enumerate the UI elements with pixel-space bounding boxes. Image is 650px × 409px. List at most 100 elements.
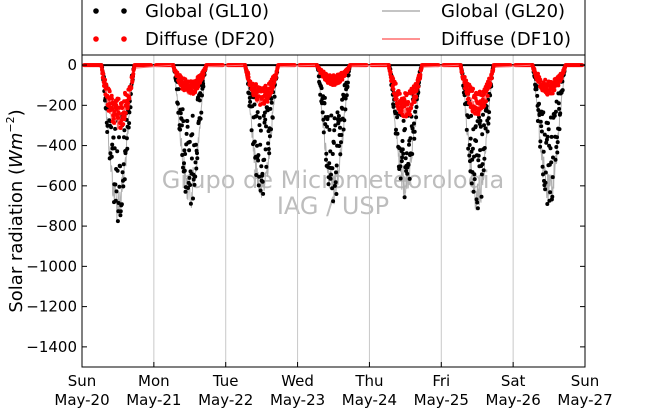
point-global-gl10	[538, 144, 543, 149]
point-global-gl10	[338, 125, 342, 130]
point-global-gl10	[328, 149, 333, 154]
x-tick-label-day: Sun	[68, 372, 97, 390]
point-global-gl10	[549, 160, 554, 165]
point-global-gl10	[470, 157, 475, 162]
point-global-gl10	[336, 114, 341, 118]
point-global-gl10	[121, 162, 126, 167]
point-global-gl10	[113, 198, 118, 203]
point-diffuse-df20	[460, 70, 465, 75]
point-global-gl10	[105, 130, 110, 134]
point-global-gl10	[178, 127, 183, 132]
point-global-gl10	[535, 93, 540, 98]
legend-marker	[121, 8, 127, 14]
point-diffuse-df20	[388, 70, 393, 75]
point-global-gl10	[338, 152, 343, 157]
point-global-gl10	[553, 109, 558, 114]
point-global-gl10	[342, 118, 347, 123]
point-global-gl10	[486, 116, 491, 121]
point-global-gl10	[119, 202, 124, 207]
point-global-gl10	[414, 115, 419, 120]
point-global-gl10	[339, 133, 344, 137]
y-axis-label-unit-close: )	[6, 109, 27, 116]
point-global-gl10	[407, 176, 412, 181]
point-diffuse-df20	[126, 101, 131, 106]
point-diffuse-df20	[125, 104, 130, 109]
point-diffuse-df20	[394, 96, 399, 101]
point-global-gl10	[104, 120, 109, 125]
point-global-gl10	[113, 182, 118, 187]
point-global-gl10	[127, 121, 132, 126]
point-global-gl10	[557, 106, 562, 111]
point-global-gl10	[260, 179, 265, 184]
point-diffuse-df20	[491, 65, 496, 69]
point-global-gl10	[199, 110, 204, 115]
point-global-gl10	[190, 113, 195, 118]
point-global-gl10	[334, 170, 338, 175]
point-diffuse-df20	[416, 84, 421, 89]
point-global-gl10	[193, 174, 198, 179]
point-global-gl10	[412, 129, 417, 134]
point-diffuse-df20	[464, 78, 469, 83]
point-global-gl10	[555, 150, 560, 155]
legend-entry: Diffuse (DF20)	[93, 29, 275, 50]
point-global-gl10	[558, 111, 563, 116]
point-global-gl10	[263, 147, 268, 152]
point-global-gl10	[327, 127, 332, 132]
point-global-gl10	[471, 189, 476, 194]
point-global-gl10	[325, 124, 329, 129]
y-tick-label: −400	[36, 137, 77, 155]
point-global-gl10	[534, 84, 539, 89]
point-global-gl10	[555, 140, 560, 145]
point-global-gl10	[322, 101, 327, 106]
point-global-gl10	[332, 128, 337, 133]
point-global-gl10	[407, 142, 411, 147]
point-global-gl10	[115, 149, 120, 154]
point-global-gl10	[480, 162, 485, 167]
point-global-gl10	[469, 181, 474, 186]
point-diffuse-df20	[275, 64, 280, 69]
point-global-gl10	[483, 126, 488, 131]
point-global-gl10	[479, 172, 484, 177]
x-tick-label-day: Mon	[138, 372, 170, 390]
point-diffuse-df20	[132, 65, 137, 70]
point-global-gl10	[330, 166, 335, 171]
x-tick-label-date: May-25	[414, 391, 469, 409]
point-global-gl10	[414, 105, 419, 109]
point-global-gl10	[534, 87, 539, 92]
y-axis-label: Solar radiation (Wm−2)	[4, 109, 27, 312]
legend-marker	[93, 8, 99, 14]
point-diffuse-df20	[273, 75, 278, 80]
point-global-gl10	[116, 201, 121, 205]
grid	[153, 55, 514, 367]
point-global-gl10	[469, 149, 474, 154]
point-global-gl10	[112, 146, 117, 151]
point-global-gl10	[332, 183, 337, 188]
point-global-gl10	[401, 151, 406, 156]
point-global-gl10	[256, 158, 261, 163]
point-global-gl10	[469, 113, 474, 118]
point-global-gl10	[193, 160, 198, 165]
point-diffuse-df20	[399, 108, 404, 113]
x-tick-label-date: May-24	[342, 391, 397, 409]
point-global-gl10	[539, 129, 544, 134]
point-global-gl10	[121, 184, 126, 189]
point-global-gl10	[410, 126, 415, 131]
point-global-gl10	[545, 134, 550, 139]
point-global-gl10	[474, 197, 479, 202]
point-global-gl10	[548, 146, 553, 151]
y-tick-label: −1200	[26, 298, 77, 316]
point-global-gl10	[472, 177, 477, 182]
point-diffuse-df20	[116, 115, 121, 120]
point-global-gl10	[109, 154, 114, 159]
point-global-gl10	[536, 108, 541, 112]
point-global-gl10	[550, 194, 555, 199]
point-global-gl10	[476, 158, 481, 163]
point-global-gl10	[193, 142, 198, 147]
point-diffuse-df20	[112, 120, 116, 125]
point-global-gl10	[182, 161, 186, 166]
point-diffuse-df20	[393, 81, 398, 86]
point-global-gl10	[256, 153, 261, 158]
point-global-gl10	[117, 135, 121, 140]
point-global-gl10	[261, 113, 266, 118]
point-diffuse-df20	[107, 89, 112, 94]
